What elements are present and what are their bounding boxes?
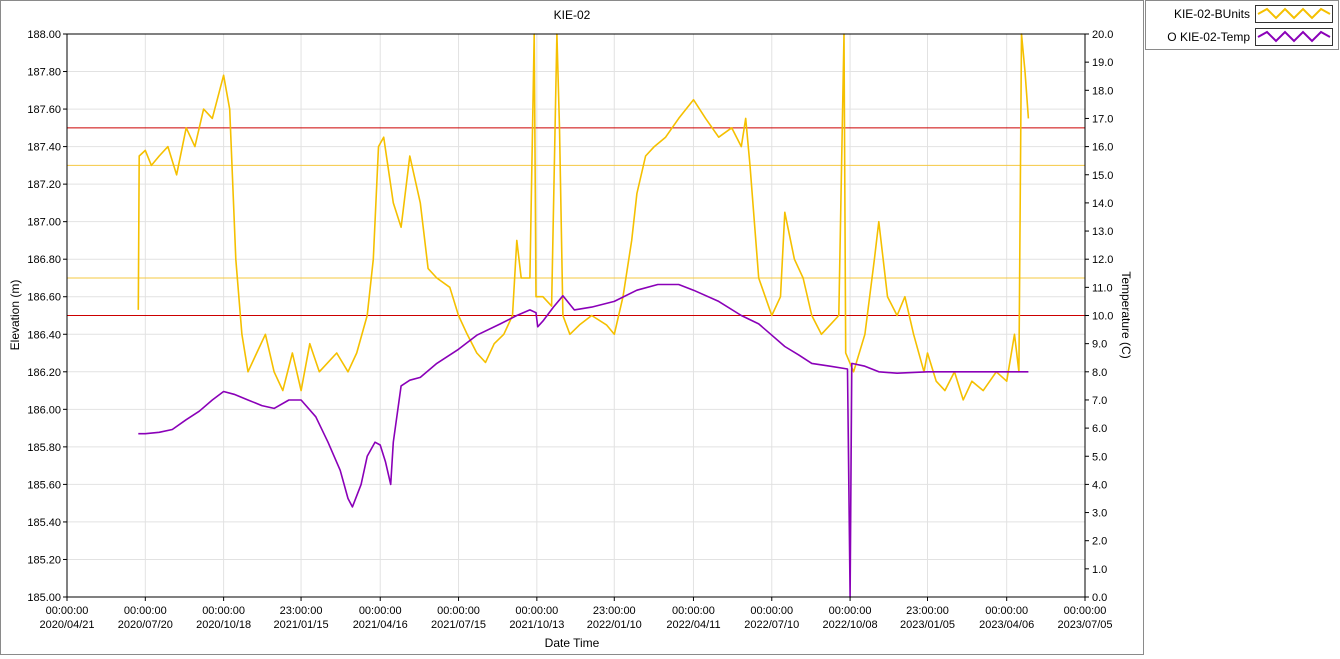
x-tick-time: 00:00:00 (515, 605, 558, 617)
x-tick-time: 00:00:00 (202, 605, 245, 617)
series-line-temp (138, 283, 1029, 598)
y-right-tick-label: 14.0 (1092, 198, 1113, 210)
x-tick-date: 2021/07/15 (431, 619, 486, 631)
x-axis: 00:00:00 2020/04/21 00:00:00 2020/07/20 00:0… (39, 597, 1113, 631)
y-left-tick-label: 187.60 (27, 104, 61, 116)
y-right-tick-label: 0.0 (1092, 592, 1107, 604)
chart-title: KIE-02 (554, 8, 591, 22)
y-right-tick-label: 2.0 (1092, 536, 1107, 548)
x-tick-date: 2020/04/21 (39, 619, 94, 631)
right-axis: 0.0 1.0 2.0 3.0 4.0 5.0 6.0 7.0 8.0 9.0 10.0 11.0 12… (1085, 29, 1113, 604)
legend-label-bunits: KIE-02-BUnits (1173, 7, 1250, 21)
y-right-tick-label: 6.0 (1092, 423, 1107, 435)
x-tick-time: 00:00:00 (750, 605, 793, 617)
legend: KIE-02-BUnits O KIE-02-Temp (1145, 0, 1339, 50)
y-left-tick-label: 186.20 (27, 367, 61, 379)
x-tick-date: 2022/01/10 (587, 619, 642, 631)
x-tick-date: 2020/10/18 (196, 619, 251, 631)
series-layer (137, 33, 1030, 598)
left-axis: 185.00 185.20 185.40 185.60 185.80 186.00 186.… (27, 29, 67, 604)
x-tick-time: 00:00:00 (1064, 605, 1107, 617)
x-tick-time: 23:00:00 (906, 605, 949, 617)
x-tick-time: 00:00:00 (46, 605, 89, 617)
y-axis-right-label: Temperature (C) (1119, 271, 1133, 358)
y-left-tick-label: 185.00 (27, 592, 61, 604)
y-right-tick-label: 12.0 (1092, 254, 1113, 266)
y-left-tick-label: 186.80 (27, 254, 61, 266)
y-right-tick-label: 16.0 (1092, 142, 1113, 154)
legend-swatch-bunits (1255, 5, 1333, 23)
y-left-tick-label: 185.40 (27, 517, 61, 529)
y-right-tick-label: 18.0 (1092, 85, 1113, 97)
x-tick-date: 2022/07/10 (744, 619, 799, 631)
y-left-tick-label: 186.40 (27, 329, 61, 341)
x-tick-date: 2020/07/20 (118, 619, 173, 631)
x-tick-date: 2023/01/05 (900, 619, 955, 631)
x-tick-time: 00:00:00 (672, 605, 715, 617)
x-tick-time: 00:00:00 (359, 605, 402, 617)
y-right-tick-label: 1.0 (1092, 564, 1107, 576)
y-right-tick-label: 20.0 (1092, 29, 1113, 41)
x-tick-time: 00:00:00 (829, 605, 872, 617)
y-right-tick-label: 9.0 (1092, 339, 1107, 351)
y-left-tick-label: 186.00 (27, 404, 61, 416)
x-tick-time: 23:00:00 (593, 605, 636, 617)
y-right-tick-label: 17.0 (1092, 113, 1113, 125)
legend-item-temp[interactable]: O KIE-02-Temp (1146, 27, 1338, 47)
y-left-tick-label: 186.60 (27, 292, 61, 304)
legend-swatch-temp (1255, 28, 1333, 46)
x-tick-time: 00:00:00 (124, 605, 167, 617)
legend-zigzag-bunits (1257, 7, 1331, 20)
legend-label-temp: O KIE-02-Temp (1167, 30, 1250, 44)
chart-svg: KIE-02 185.00 185.20 185.40 185.60 185.80 186… (8, 8, 1133, 650)
x-tick-date: 2023/07/05 (1057, 619, 1112, 631)
y-right-tick-label: 10.0 (1092, 311, 1113, 323)
x-tick-date: 2021/10/13 (509, 619, 564, 631)
x-tick-time: 00:00:00 (985, 605, 1028, 617)
y-right-tick-label: 7.0 (1092, 395, 1107, 407)
y-right-tick-label: 8.0 (1092, 367, 1107, 379)
y-right-tick-label: 13.0 (1092, 226, 1113, 238)
y-right-tick-label: 4.0 (1092, 479, 1107, 491)
y-right-tick-label: 15.0 (1092, 170, 1113, 182)
x-tick-date: 2022/04/11 (666, 619, 720, 631)
legend-item-bunits[interactable]: KIE-02-BUnits (1146, 4, 1338, 24)
y-left-tick-label: 187.00 (27, 217, 61, 229)
x-tick-date: 2021/01/15 (274, 619, 329, 631)
y-right-tick-label: 5.0 (1092, 451, 1107, 463)
x-tick-date: 2021/04/16 (353, 619, 408, 631)
legend-zigzag-temp (1257, 30, 1331, 43)
y-left-tick-label: 185.20 (27, 554, 61, 566)
y-right-tick-label: 19.0 (1092, 57, 1113, 69)
x-tick-date: 2022/10/08 (823, 619, 878, 631)
y-left-tick-label: 187.40 (27, 142, 61, 154)
y-left-tick-label: 185.80 (27, 442, 61, 454)
x-tick-date: 2023/04/06 (979, 619, 1034, 631)
y-left-tick-label: 185.60 (27, 479, 61, 491)
y-right-tick-label: 11.0 (1092, 282, 1113, 294)
y-left-tick-label: 188.00 (27, 29, 61, 41)
x-axis-label: Date Time (545, 636, 600, 650)
y-left-tick-label: 187.80 (27, 67, 61, 79)
y-right-tick-label: 3.0 (1092, 508, 1107, 520)
y-left-tick-label: 187.20 (27, 179, 61, 191)
x-tick-time: 00:00:00 (437, 605, 480, 617)
x-tick-time: 23:00:00 (280, 605, 323, 617)
y-axis-left-label: Elevation (m) (8, 280, 22, 351)
plot-frame: KIE-02 185.00 185.20 185.40 185.60 185.80 186… (0, 0, 1144, 655)
series-line-bunits (137, 33, 1030, 401)
